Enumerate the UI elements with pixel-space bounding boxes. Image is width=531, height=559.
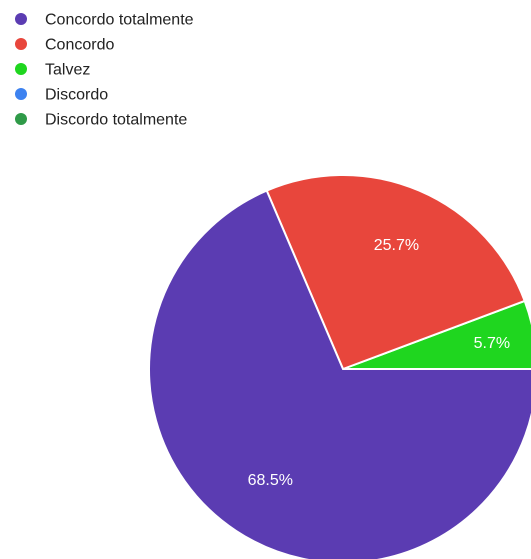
legend-marker-2 [15, 63, 27, 75]
slice-label-1: 25.7% [374, 237, 419, 254]
pie-slice-0 [148, 189, 531, 559]
slice-label-2: 5.7% [474, 335, 510, 352]
legend-label-0: Concordo totalmente [45, 12, 194, 29]
legend-label-4: Discordo totalmente [45, 112, 187, 129]
legend-marker-1 [15, 38, 27, 50]
legend-label-1: Concordo [45, 37, 114, 54]
legend-marker-4 [15, 113, 27, 125]
legend: Concordo totalmente Concordo Talvez Discord… [15, 12, 194, 129]
legend-label-2: Talvez [45, 62, 90, 79]
slice-labels: 5.7% 25.7% 68.5% [248, 237, 511, 489]
pie-slices [148, 174, 531, 559]
legend-marker-3 [15, 88, 27, 100]
legend-marker-0 [15, 13, 27, 25]
legend-label-3: Discordo [45, 87, 108, 104]
slice-label-0: 68.5% [248, 472, 293, 489]
pie-slice-1 [265, 174, 526, 371]
